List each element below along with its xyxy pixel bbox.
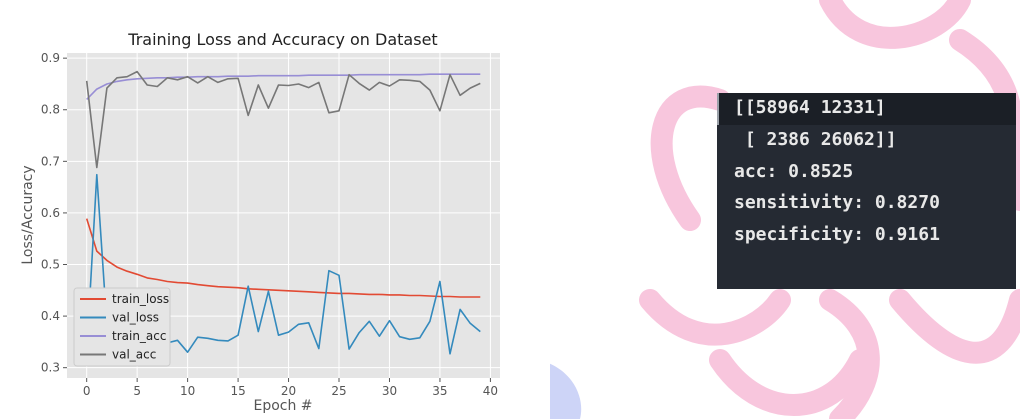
current-line-highlight xyxy=(717,93,1016,125)
legend-label: val_loss xyxy=(112,311,159,325)
legend-box xyxy=(73,287,171,367)
y-tick-label: 0.8 xyxy=(41,103,60,117)
sensitivity-result: sensitivity: 0.8270 xyxy=(734,192,940,213)
series-line-train-loss xyxy=(85,218,481,298)
decor-flower-petal xyxy=(650,85,731,231)
decor-flower-stem xyxy=(639,289,791,346)
decor-blue-shape xyxy=(540,360,582,419)
x-tick-label: 40 xyxy=(483,384,498,398)
y-tick-label: 0.6 xyxy=(41,206,60,220)
decor-curve-small xyxy=(819,289,880,419)
confusion-matrix-row-2: [ 2386 26062]] xyxy=(734,129,897,150)
caret-marker xyxy=(717,93,719,125)
y-tick-label: 0.4 xyxy=(41,309,60,323)
x-tick-label: 30 xyxy=(382,384,397,398)
y-tick-label: 0.7 xyxy=(41,154,60,168)
series-line-val-acc xyxy=(85,70,481,169)
x-tick-label: 5 xyxy=(133,384,141,398)
legend-label: val_acc xyxy=(112,348,156,362)
chart-legend: train_loss val_loss train_acc val_acc xyxy=(73,287,171,367)
loss-accuracy-chart: 0 5 10 15 20 25 30 35 40 0.3 0.4 0.5 0.6 0.7 0.8 0.9 Tr… xyxy=(20,30,500,414)
terminal-output: [[58964 12331] [ 2386 26062]] acc: 0.852… xyxy=(717,93,1016,289)
decor-curve-bottom xyxy=(709,349,871,416)
chart-title: Training Loss and Accuracy on Dataset xyxy=(127,30,437,49)
x-tick-label: 20 xyxy=(281,384,296,398)
y-tick-label: 0.3 xyxy=(41,361,60,375)
decor-leaf-bottom xyxy=(889,289,1020,364)
y-tick-label: 0.9 xyxy=(41,51,60,65)
chart-panel: 0 5 10 15 20 25 30 35 40 0.3 0.4 0.5 0.6 0.7 0.8 0.9 Tr… xyxy=(20,30,500,414)
decor-leaf-top xyxy=(819,0,971,49)
y-tick-label: 0.5 xyxy=(41,258,60,272)
x-tick-label: 10 xyxy=(180,384,195,398)
accuracy-result: acc: 0.8525 xyxy=(734,161,854,182)
x-tick-label: 25 xyxy=(331,384,346,398)
series-line-train-acc xyxy=(86,73,481,100)
legend-label: train_loss xyxy=(112,292,169,306)
legend-label: train_acc xyxy=(112,329,166,343)
y-axis-label: Loss/Accuracy xyxy=(20,165,36,264)
x-axis-label: Epoch # xyxy=(253,398,312,414)
x-tick-label: 15 xyxy=(230,384,245,398)
x-tick-label: 0 xyxy=(83,384,91,398)
confusion-matrix-row-1: [[58964 12331] xyxy=(734,97,886,118)
x-tick-label: 35 xyxy=(432,384,447,398)
specificity-result: specificity: 0.9161 xyxy=(734,224,940,245)
